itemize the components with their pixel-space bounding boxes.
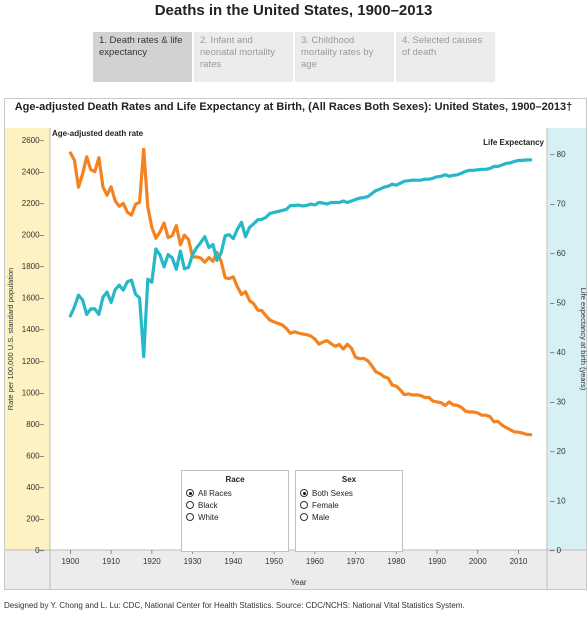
x-tick-label: 1970 [347,557,365,566]
x-tick-label: 1990 [428,557,446,566]
y-tick-label-left: 1400– [22,325,45,334]
y-axis-label-left: Rate per 100,000 U.S. standard populatio… [6,268,15,411]
sex-option-female[interactable]: Female [300,499,402,511]
sex-option-both-sexes[interactable]: Both Sexes [300,487,402,499]
y-tick-label-right: – 30 [550,398,566,407]
race-option-all-races[interactable]: All Races [186,487,288,499]
y-tick-label-left: 200– [26,514,44,523]
left-axis-title: Age-adjusted death rate [52,129,144,138]
y-tick-label-left: 1000– [22,388,45,397]
sex-option-label: Both Sexes [312,488,353,498]
y-tick-label-left: 1200– [22,357,45,366]
radio-selected-icon [300,489,308,497]
y-tick-label-right: – 50 [550,299,566,308]
sex-option-label: Male [312,512,330,522]
chart-title: Age-adjusted Death Rates and Life Expect… [14,101,573,113]
y-tick-label-right: – 0 [550,546,562,555]
chart-svg: 0– 200– 400– 600– 800– 1000– 1200– 1400– 1600– 18… [5,128,587,589]
death-rate-line [68,147,533,437]
y-tick-label-left: 1800– [22,262,45,271]
y-tick-label-left: 2400– [22,168,45,177]
credit-text: Designed by Y. Chong and L. Lu: CDC, Nat… [4,601,465,610]
y-tick-label-left: 2000– [22,231,45,240]
x-tick-label: 1950 [265,557,283,566]
x-tick-label: 1930 [184,557,202,566]
x-axis-band [5,550,586,589]
x-axis-label: Year [290,578,307,587]
y-tick-label-left: 1600– [22,294,45,303]
right-axis-title: Life Expectancy [483,138,544,147]
y-tick-label-right: – 20 [550,447,566,456]
right-axis-band [547,128,586,550]
y-tick-label-right: – 60 [550,249,566,258]
x-tick-label: 1910 [102,557,120,566]
x-tick-label: 1940 [224,557,242,566]
y-axis-label-right: Life expectancy at birth (years) [579,288,587,391]
radio-icon [300,501,308,509]
y-tick-label-right: – 80 [550,150,566,159]
sex-legend-title: Sex [341,475,357,484]
race-option-label: White [198,512,219,522]
tab-childhood-mortality[interactable]: 3. Childhood mortality rates by age [295,32,394,82]
race-option-black[interactable]: Black [186,499,288,511]
y-tick-label-left: 2200– [22,199,45,208]
tab-bar: 1. Death rates & life expectancy 2. Infa… [93,32,496,82]
radio-icon [186,501,194,509]
x-tick-label: 1980 [387,557,405,566]
race-legend-title: Race [225,475,245,484]
y-tick-label-left: 400– [26,483,44,492]
x-tick-label: 1960 [306,557,324,566]
page-title: Deaths in the United States, 1900–2013 [154,2,433,19]
sex-option-label: Female [312,500,339,510]
radio-icon [300,513,308,521]
y-tick-label-right: – 70 [550,200,566,209]
race-option-white[interactable]: White [186,511,288,523]
life-expectancy-line [68,158,533,359]
x-tick-label: 2000 [469,557,487,566]
tab-selected-causes-of-death[interactable]: 4. Selected causes of death [396,32,495,82]
tab-infant-neonatal-mortality[interactable]: 2. Infant and neonatal mortality rates [194,32,293,82]
left-axis-band [5,128,50,550]
race-legend: Race All Races Black White [181,470,289,552]
sex-option-male[interactable]: Male [300,511,402,523]
x-tick-label: 1920 [143,557,161,566]
tab-death-rates-life-expectancy[interactable]: 1. Death rates & life expectancy [93,32,192,82]
y-tick-label-left: 2600– [22,136,45,145]
y-tick-label-left: 800– [26,420,44,429]
y-tick-label-left: 600– [26,451,44,460]
radio-icon [186,513,194,521]
x-tick-label: 1900 [61,557,79,566]
y-tick-label-right: – 40 [550,348,566,357]
sex-legend: Sex Both Sexes Female Male [295,470,403,552]
race-option-label: All Races [198,488,232,498]
y-tick-label-left: 0– [35,546,44,555]
y-tick-label-right: – 10 [550,497,566,506]
x-tick-label: 2010 [510,557,528,566]
race-option-label: Black [198,500,218,510]
radio-selected-icon [186,489,194,497]
